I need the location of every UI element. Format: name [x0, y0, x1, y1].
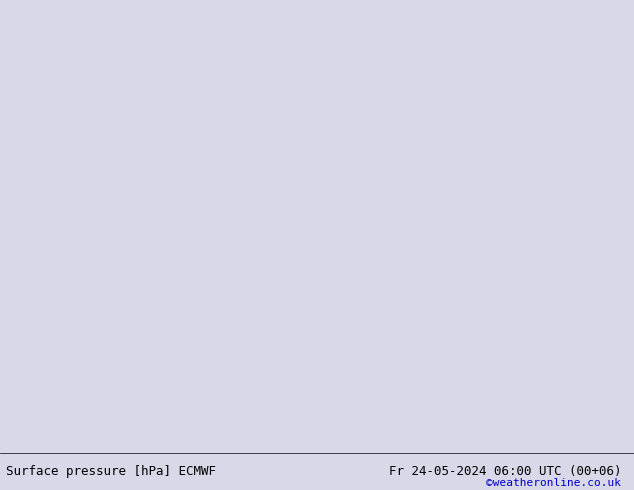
Text: ©weatheronline.co.uk: ©weatheronline.co.uk: [486, 478, 621, 488]
Text: Surface pressure [hPa] ECMWF: Surface pressure [hPa] ECMWF: [6, 465, 216, 478]
Text: Fr 24-05-2024 06:00 UTC (00+06): Fr 24-05-2024 06:00 UTC (00+06): [389, 465, 621, 478]
